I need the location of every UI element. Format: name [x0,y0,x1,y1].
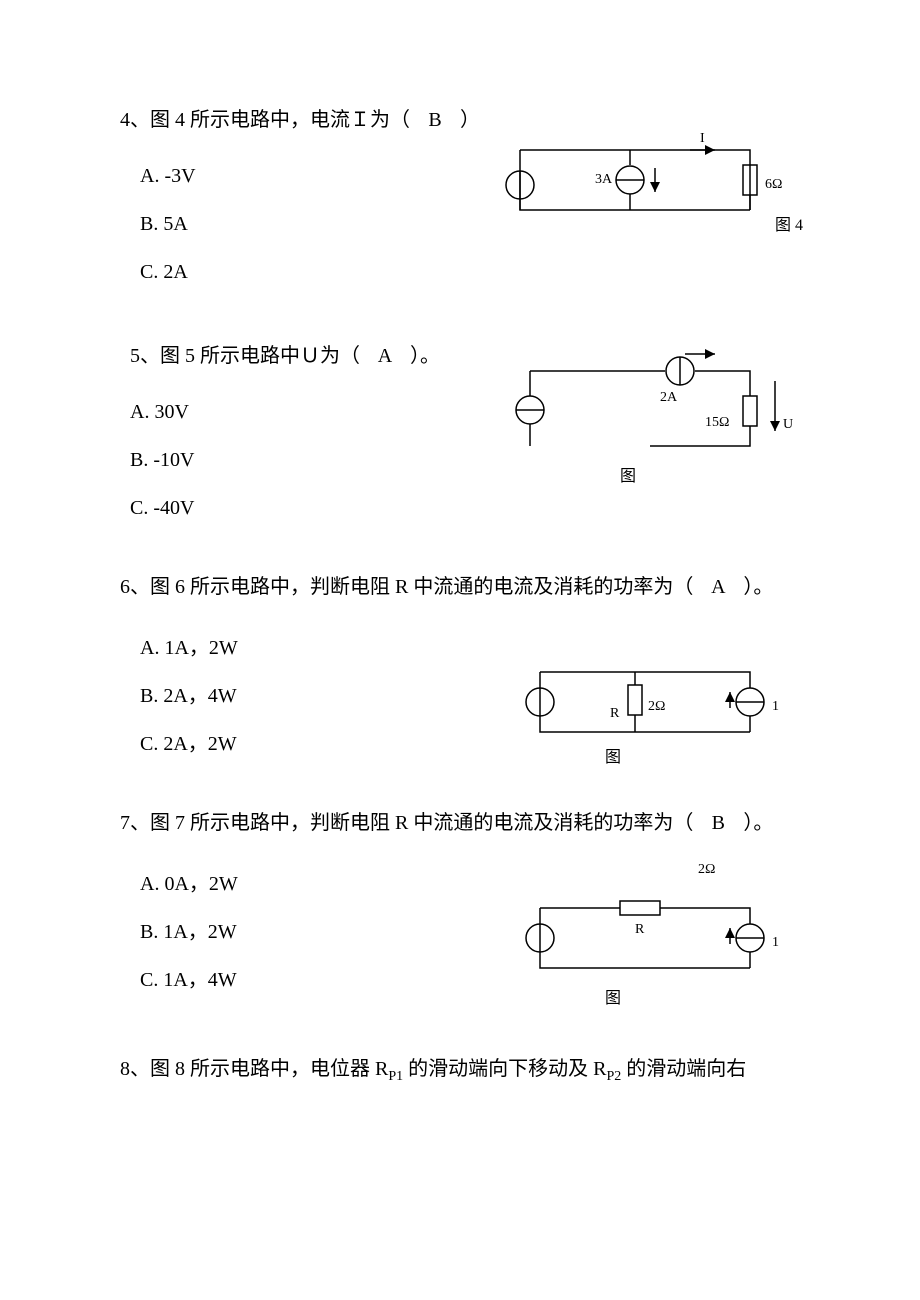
q4-circuit-diagram: I 3A 6Ω 图 4 [490,130,810,250]
q5-label-u: U [783,417,793,432]
q6-fig-label: 图 [605,749,621,766]
q6-prompt-pre: 6、图 6 所示电路中，判断电阻 R 中流通的电流及消耗的功率为（ [120,576,693,598]
q7-label-1: 1 [772,935,779,950]
q4-prompt-post: ） [460,109,480,131]
q5-circuit-diagram: 2A 15Ω U 图 [500,346,810,496]
question-5: 5、图 5 所示电路中Ｕ为（ A ）。 A. 30V B. -10V C. -4… [120,336,840,532]
q4-prompt-pre: 4、图 4 所示电路中，电流Ｉ为（ [120,109,410,131]
q4-label-6ohm: 6Ω [765,177,782,192]
q8-text-post: 的滑动端向右 [621,1058,746,1080]
q5-label-15ohm: 15Ω [705,415,729,430]
q6-answer: A [698,562,738,612]
q7-prompt-post: ）。 [743,812,773,834]
q4-option-c: C. 2A [140,248,840,296]
q5-answer: A [365,336,405,376]
q5-prompt-post: ）。 [410,345,440,367]
q4-answer: B [415,100,455,140]
q8-text-pre: 8、图 8 所示电路中，电位器 R [120,1058,388,1080]
q6-circuit-diagram: R 2Ω 1 图 [510,652,810,772]
q5-prompt-pre: 5、图 5 所示电路中Ｕ为（ [130,345,360,367]
q5-label-2a: 2A [660,390,678,405]
q8-prompt: 8、图 8 所示电路中，电位器 RP1 的滑动端向下移动及 RP2 的滑动端向右 [120,1049,840,1091]
q6-label-2ohm: 2Ω [648,699,665,714]
q5-fig-label: 图 [620,468,636,485]
q8-sub2: P2 [606,1069,621,1084]
q8-text-mid: 的滑动端向下移动及 R [403,1058,606,1080]
q7-answer: B [698,798,738,848]
q7-label-2ohm: 2Ω [698,862,715,877]
q7-fig-label: 图 [605,990,621,1007]
q7-label-r: R [635,922,645,937]
q4-fig-label: 图 4 [775,217,803,234]
q6-prompt-post: ）。 [743,576,773,598]
q7-prompt: 7、图 7 所示电路中，判断电阻 R 中流通的电流及消耗的功率为（ B ）。 [120,798,840,848]
q7-circuit-diagram: 2Ω R 1 图 [510,858,810,1018]
q4-label-3a: 3A [595,172,613,187]
q6-label-r: R [610,706,620,721]
question-6: 6、图 6 所示电路中，判断电阻 R 中流通的电流及消耗的功率为（ A ）。 A… [120,562,840,768]
question-4: 4、图 4 所示电路中，电流Ｉ为（ B ） A. -3V B. 5A C. 2A… [120,100,840,296]
question-7: 7、图 7 所示电路中，判断电阻 R 中流通的电流及消耗的功率为（ B ）。 A… [120,798,840,1004]
q7-prompt-pre: 7、图 7 所示电路中，判断电阻 R 中流通的电流及消耗的功率为（ [120,812,693,834]
q8-sub1: P1 [388,1069,403,1084]
q6-prompt: 6、图 6 所示电路中，判断电阻 R 中流通的电流及消耗的功率为（ A ）。 [120,562,840,612]
q4-label-i: I [700,131,705,146]
question-8: 8、图 8 所示电路中，电位器 RP1 的滑动端向下移动及 RP2 的滑动端向右 [120,1049,840,1091]
q6-label-1: 1 [772,699,779,714]
